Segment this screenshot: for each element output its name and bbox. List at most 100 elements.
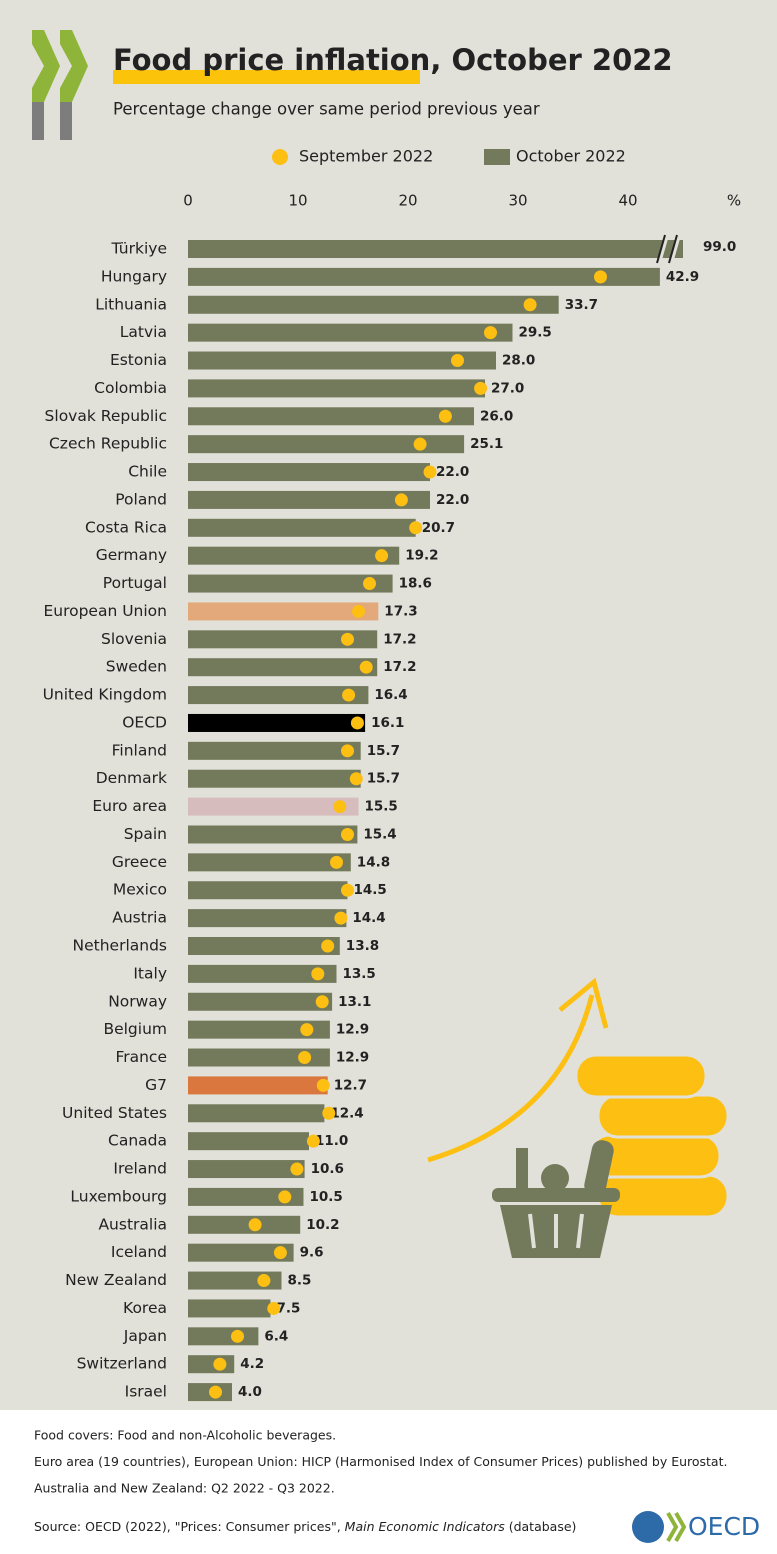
value-label: 10.5 (310, 1189, 343, 1205)
dot (267, 1301, 281, 1315)
title-part: , October 2022 (430, 43, 672, 77)
value-label: 12.7 (334, 1077, 367, 1093)
category-label: Japan (123, 1327, 167, 1345)
category-label: New Zealand (65, 1271, 167, 1289)
value-label: 16.4 (374, 687, 407, 703)
bar (188, 1299, 271, 1318)
x-unit: % (727, 192, 741, 210)
value-label: 8.5 (288, 1273, 312, 1289)
bar (188, 435, 465, 454)
source: Source: OECD (2022), "Prices: Consumer p… (34, 1519, 576, 1534)
value-label: 14.8 (357, 854, 390, 870)
dot (352, 604, 365, 618)
bar (188, 574, 393, 593)
bar (188, 1020, 330, 1039)
bar (188, 713, 366, 732)
bar (188, 1104, 325, 1123)
dot (375, 549, 389, 563)
category-label: Czech Republic (49, 435, 167, 453)
dot (359, 660, 373, 674)
dot (413, 437, 427, 451)
category-label: Hungary (101, 267, 167, 285)
dot (474, 381, 488, 395)
value-label: 17.2 (383, 631, 416, 647)
value-label: 11.0 (315, 1133, 348, 1149)
bar (188, 1355, 235, 1374)
bar (188, 1076, 328, 1095)
value-label: 26.0 (480, 408, 513, 424)
dot (484, 326, 497, 340)
logo-text: OECD (688, 1512, 760, 1541)
bar (188, 1271, 282, 1290)
bar (188, 1160, 305, 1179)
dot (278, 1190, 292, 1204)
logo-globe (632, 1511, 664, 1543)
value-label: 12.9 (336, 1022, 369, 1038)
legend-label: September 2022 (299, 147, 433, 166)
dot (306, 1134, 320, 1148)
bar (188, 964, 337, 983)
value-label: 17.2 (383, 659, 416, 675)
category-label: OECD (122, 713, 167, 731)
category-label: Italy (133, 964, 167, 982)
dot (231, 1329, 244, 1343)
category-label: G7 (145, 1076, 167, 1094)
dot (311, 967, 325, 981)
source-part: Main Economic Indicators (345, 1519, 506, 1534)
dot (330, 855, 343, 869)
value-label: 22.0 (436, 464, 469, 480)
value-label: 9.6 (300, 1245, 324, 1261)
value-label: 15.4 (363, 826, 396, 842)
dot (248, 1218, 262, 1232)
dot (209, 1385, 222, 1399)
source-part: (database) (505, 1519, 577, 1534)
value-label: 13.8 (346, 938, 379, 954)
bar (188, 240, 683, 258)
x-tick-label: 0 (183, 192, 193, 210)
value-label: 10.6 (311, 1161, 344, 1177)
logo-chevron (32, 30, 60, 102)
bar (188, 546, 400, 565)
bar (188, 769, 361, 788)
value-label: 33.7 (565, 297, 598, 313)
bar (188, 1243, 294, 1262)
category-label: Austria (112, 909, 167, 927)
value-label: 20.7 (422, 520, 455, 536)
value-label: 17.3 (384, 603, 417, 619)
value-label: 25.1 (470, 436, 503, 452)
bar (188, 323, 513, 342)
value-label: 18.6 (399, 576, 432, 592)
bar (188, 1048, 330, 1067)
value-label: 28.0 (502, 353, 535, 369)
value-label: 4.2 (240, 1356, 264, 1372)
bar (188, 992, 333, 1011)
dot (257, 1274, 271, 1288)
bar (188, 463, 430, 482)
value-label: 14.4 (352, 910, 385, 926)
category-label: Euro area (92, 797, 167, 815)
logo-chevron (32, 102, 44, 140)
bar (188, 1215, 301, 1234)
category-label: Norway (108, 992, 167, 1010)
dot (341, 827, 354, 841)
value-label: 16.1 (371, 715, 404, 731)
dot (438, 409, 452, 423)
category-label: Germany (96, 546, 167, 564)
category-label: Korea (123, 1299, 167, 1317)
category-label: Lithuania (95, 295, 167, 313)
value-label: 12.4 (330, 1105, 363, 1121)
legend-swatch (484, 149, 510, 165)
category-label: Türkiye (110, 240, 167, 258)
dot (333, 800, 347, 814)
bar (188, 602, 379, 621)
dot (315, 995, 329, 1009)
category-label: Israel (125, 1383, 167, 1401)
logo-chevron (60, 30, 88, 102)
value-label: 19.2 (405, 548, 438, 564)
bar (188, 658, 378, 677)
bar (188, 686, 369, 705)
bar (188, 351, 496, 370)
value-label: 15.7 (367, 743, 400, 759)
legend-swatch (272, 149, 288, 165)
